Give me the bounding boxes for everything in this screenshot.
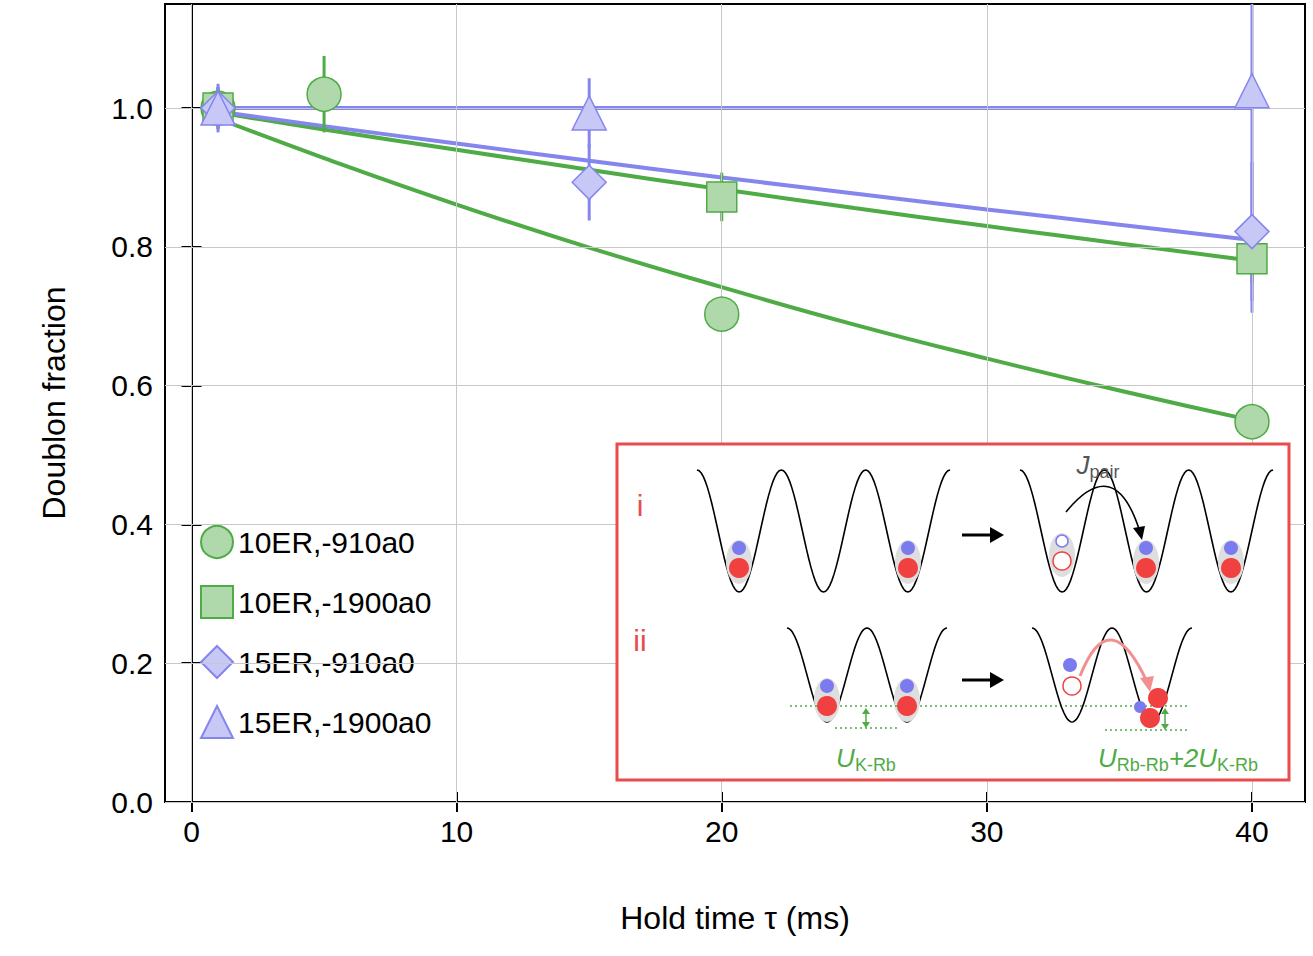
svg-text:10ER,-910a0: 10ER,-910a0 bbox=[238, 526, 415, 559]
svg-text:K-Rb: K-Rb bbox=[855, 755, 896, 775]
svg-text:15ER,-910a0: 15ER,-910a0 bbox=[238, 646, 415, 679]
svg-text:15ER,-1900a0: 15ER,-1900a0 bbox=[238, 706, 431, 739]
svg-text:U: U bbox=[836, 743, 855, 773]
svg-text:ii: ii bbox=[633, 624, 646, 657]
svg-text:pair: pair bbox=[1089, 462, 1119, 482]
svg-text:0: 0 bbox=[183, 815, 200, 848]
svg-text:0.8: 0.8 bbox=[111, 230, 153, 263]
svg-text:Hold time τ (ms): Hold time τ (ms) bbox=[620, 900, 850, 936]
svg-text:10ER,-1900a0: 10ER,-1900a0 bbox=[238, 586, 431, 619]
svg-text:0.2: 0.2 bbox=[111, 647, 153, 680]
svg-text:1.0: 1.0 bbox=[111, 92, 153, 125]
svg-text:Rb-Rb: Rb-Rb bbox=[1117, 755, 1169, 775]
svg-text:i: i bbox=[637, 489, 644, 522]
svg-text:U: U bbox=[1098, 743, 1117, 773]
svg-text:0.0: 0.0 bbox=[111, 786, 153, 819]
svg-text:10: 10 bbox=[440, 815, 473, 848]
svg-text:20: 20 bbox=[705, 815, 738, 848]
svg-text:0.4: 0.4 bbox=[111, 508, 153, 541]
svg-text:40: 40 bbox=[1235, 815, 1268, 848]
svg-text:J: J bbox=[1075, 450, 1090, 480]
svg-text:0.6: 0.6 bbox=[111, 369, 153, 402]
svg-text:+2U: +2U bbox=[1169, 743, 1218, 773]
svg-text:30: 30 bbox=[970, 815, 1003, 848]
svg-text:K-Rb: K-Rb bbox=[1217, 755, 1258, 775]
svg-text:Doublon fraction: Doublon fraction bbox=[36, 286, 72, 519]
